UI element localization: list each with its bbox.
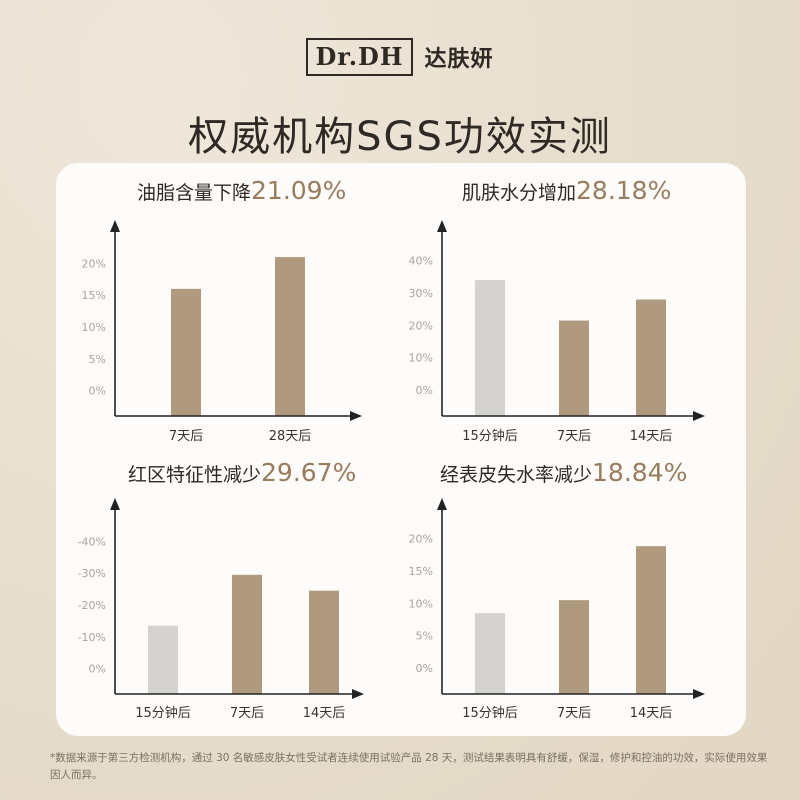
x-axis-arrow	[693, 689, 705, 699]
chart-title-redness: 红区特征性减少29.67%	[128, 458, 356, 487]
page-title: 权威机构SGS功效实测	[188, 114, 612, 160]
logo-wordmark: Dr.DH	[306, 38, 413, 76]
bar-3	[636, 546, 666, 694]
x-category-label: 15分钟后	[462, 428, 518, 444]
y-tick-label: 20%	[409, 533, 433, 546]
bar-2	[232, 574, 262, 694]
y-tick-label: 30%	[409, 287, 433, 300]
x-category-label: 7天后	[557, 429, 591, 444]
chart-title-text: 肌肤水分增加	[462, 182, 577, 204]
y-axis-arrow	[437, 220, 447, 232]
y-tick-label: -20%	[78, 599, 106, 612]
y-tick-label: 15%	[82, 289, 106, 302]
bar-2	[559, 600, 589, 694]
y-tick-label: 0%	[416, 384, 433, 397]
x-axis-arrow	[352, 689, 364, 699]
y-axis-arrow	[110, 498, 120, 510]
x-category-label: 14天后	[630, 706, 673, 721]
chart-highlight-value: 21.09%	[251, 176, 347, 205]
x-category-label: 15分钟后	[462, 705, 518, 721]
y-tick-label: 0%	[89, 663, 106, 676]
x-category-label: 28天后	[269, 429, 312, 444]
y-tick-label: -30%	[78, 567, 106, 580]
chart-title-text: 红区特征性减少	[128, 464, 262, 486]
y-tick-label: 10%	[409, 352, 433, 365]
bar-1	[148, 625, 178, 694]
chart-highlight-value: 29.67%	[261, 458, 357, 487]
y-tick-label: 20%	[409, 319, 433, 332]
footnote: *数据来源于第三方检测机构，通过 30 名敏感皮肤女性受试者连续使用试验产品 2…	[50, 752, 768, 781]
bar-1	[475, 613, 505, 694]
y-axis-arrow	[437, 498, 447, 510]
chart-highlight-value: 18.84%	[592, 458, 688, 487]
x-category-label: 7天后	[557, 706, 591, 721]
bar-3	[636, 299, 666, 416]
y-tick-label: 15%	[409, 565, 433, 578]
x-category-label: 7天后	[169, 429, 203, 444]
chart-title-oil: 油脂含量下降21.09%	[137, 176, 346, 205]
chart-title-tewl: 经表皮失水率减少18.84%	[440, 458, 687, 487]
brand-logo: Dr.DH 达肤妍	[0, 38, 800, 76]
brand-chinese-name: 达肤妍	[424, 47, 494, 72]
bar-3	[309, 590, 339, 694]
y-axis-arrow	[110, 220, 120, 232]
x-axis-arrow	[693, 411, 705, 421]
x-category-label: 7天后	[230, 706, 264, 721]
x-category-label: 14天后	[303, 706, 346, 721]
y-tick-label: 5%	[89, 353, 106, 366]
y-tick-label: -40%	[78, 535, 106, 548]
chart-title-moisture: 肌肤水分增加28.18%	[462, 176, 671, 205]
bar-2	[275, 257, 305, 416]
chart-highlight-value: 28.18%	[576, 176, 672, 205]
y-tick-label: 5%	[416, 630, 433, 643]
y-tick-label: -10%	[78, 631, 106, 644]
bar-1	[475, 280, 505, 416]
y-tick-label: 0%	[416, 662, 433, 675]
bar-2	[559, 320, 589, 416]
y-tick-label: 0%	[89, 385, 106, 398]
y-tick-label: 10%	[409, 597, 433, 610]
y-tick-label: 20%	[82, 257, 106, 270]
x-category-label: 14天后	[630, 429, 673, 444]
chart-title-text: 经表皮失水率减少	[440, 464, 593, 486]
chart-title-text: 油脂含量下降	[137, 182, 252, 204]
x-axis-arrow	[350, 411, 362, 421]
y-tick-label: 10%	[82, 321, 106, 334]
bar-1	[171, 288, 201, 416]
y-tick-label: 40%	[409, 255, 433, 268]
x-category-label: 15分钟后	[135, 705, 191, 721]
